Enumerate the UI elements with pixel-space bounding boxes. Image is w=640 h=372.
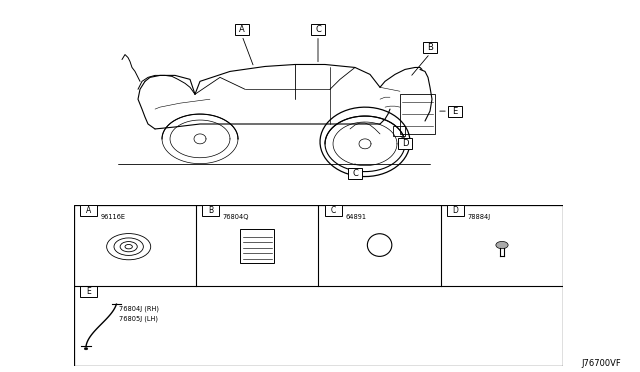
Text: A: A bbox=[86, 206, 91, 215]
Text: E: E bbox=[452, 107, 458, 116]
Bar bbox=[348, 168, 362, 179]
Text: 64891: 64891 bbox=[346, 214, 366, 220]
Text: 76804Q: 76804Q bbox=[223, 214, 250, 220]
Bar bbox=[448, 106, 462, 116]
Text: B: B bbox=[427, 43, 433, 52]
Bar bbox=[80, 286, 97, 297]
Bar bbox=[393, 126, 405, 136]
Text: B: B bbox=[208, 206, 213, 215]
Bar bbox=[423, 42, 437, 53]
Text: D: D bbox=[452, 206, 458, 215]
Text: A: A bbox=[239, 25, 245, 34]
Text: C: C bbox=[352, 169, 358, 178]
Bar bbox=[447, 205, 464, 216]
Bar bbox=[311, 24, 325, 35]
Text: J76700VF: J76700VF bbox=[581, 359, 621, 368]
Bar bbox=[240, 229, 275, 263]
Text: C: C bbox=[330, 206, 336, 215]
Text: 76804J (RH)
76805J (LH): 76804J (RH) 76805J (LH) bbox=[119, 306, 159, 322]
Ellipse shape bbox=[84, 347, 88, 350]
Text: 78884J: 78884J bbox=[468, 214, 491, 220]
Text: 96116E: 96116E bbox=[100, 214, 125, 220]
Text: E: E bbox=[86, 287, 91, 296]
Bar bbox=[235, 24, 249, 35]
Bar bbox=[202, 205, 220, 216]
Bar bbox=[400, 94, 435, 134]
Bar bbox=[324, 205, 342, 216]
Text: C: C bbox=[315, 25, 321, 34]
Ellipse shape bbox=[496, 241, 508, 249]
Text: D: D bbox=[402, 140, 408, 148]
Bar bbox=[80, 205, 97, 216]
Bar bbox=[398, 138, 412, 149]
